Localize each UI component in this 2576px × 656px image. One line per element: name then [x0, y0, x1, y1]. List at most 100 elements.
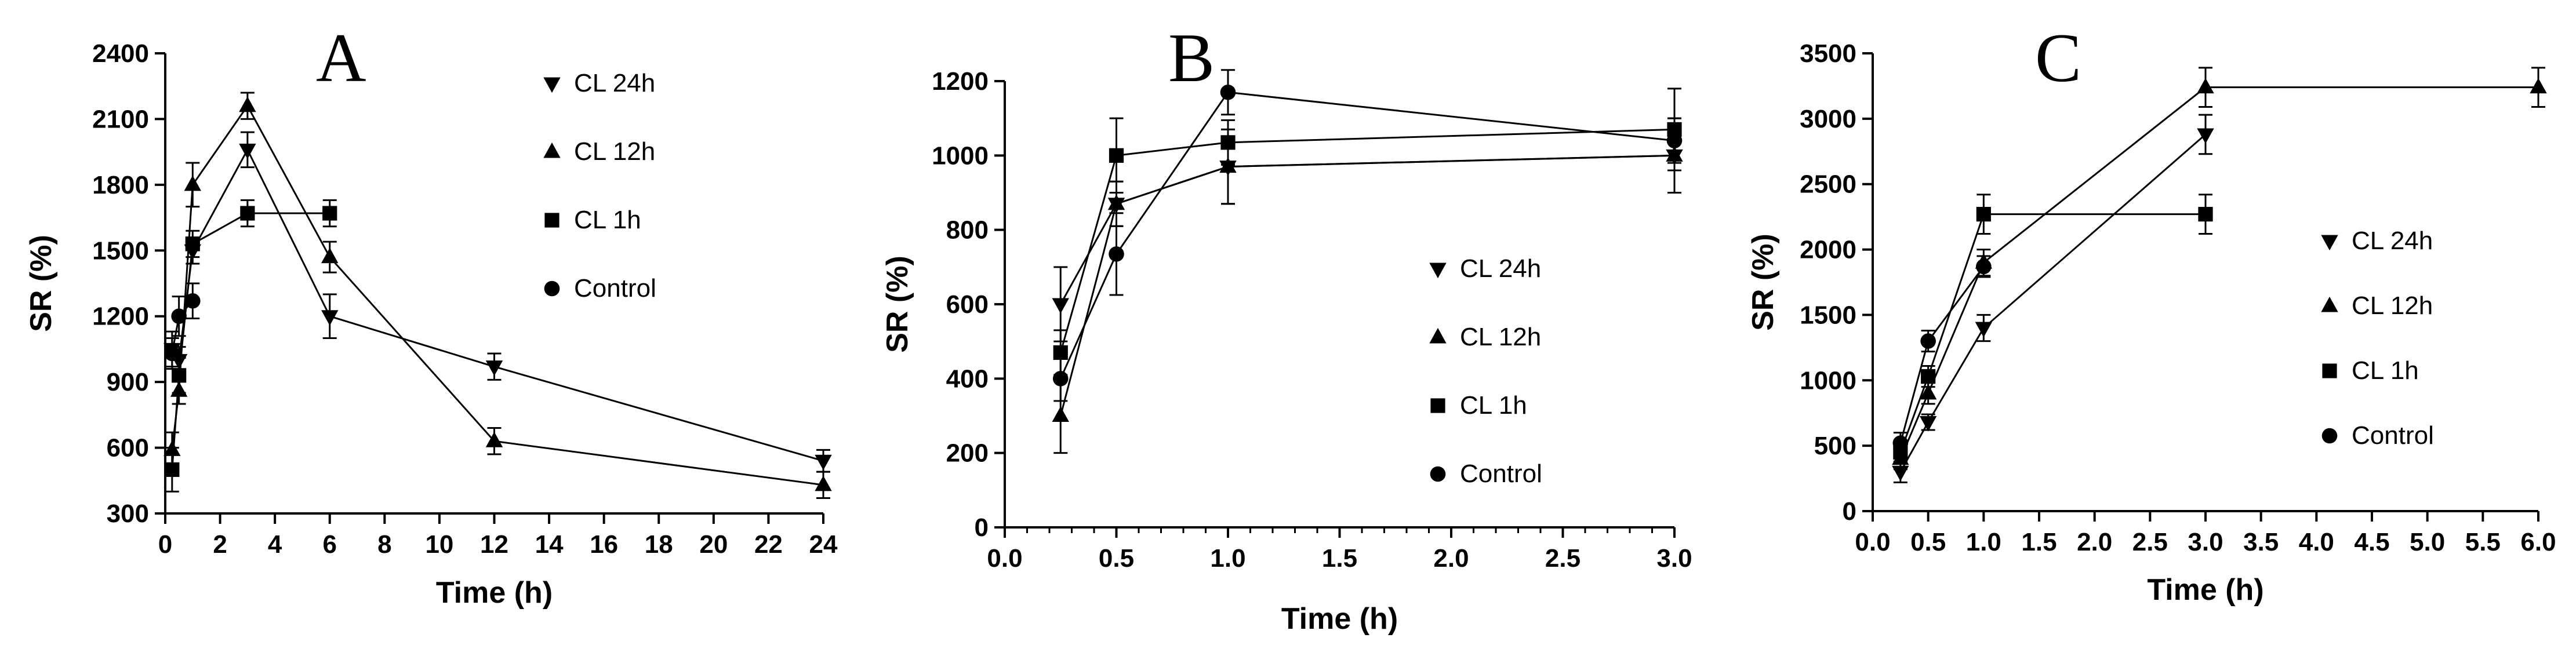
y-tick-label: 900: [107, 368, 149, 396]
x-tick-label: 4.5: [2354, 528, 2389, 556]
data-point: [2198, 207, 2213, 222]
y-tick-label: 1200: [92, 303, 149, 331]
data-point: [239, 96, 256, 112]
panel-label: B: [1168, 19, 1215, 96]
y-tick-label: 1200: [932, 67, 989, 96]
legend-label: Control: [2352, 421, 2434, 450]
legend-label: CL 12h: [1460, 323, 1541, 351]
x-tick-label: 1.5: [2021, 528, 2057, 556]
x-tick-label: 24: [809, 530, 838, 559]
series-circle: [164, 282, 201, 370]
data-point: [485, 432, 503, 447]
x-tick-label: 2.0: [2077, 528, 2112, 556]
data-point: [171, 308, 187, 325]
legend-marker: [2321, 235, 2338, 251]
legend-label: Control: [1460, 460, 1542, 488]
y-tick-label: 2100: [92, 105, 149, 133]
legend-marker: [2321, 296, 2338, 312]
x-tick-label: 8: [377, 530, 391, 559]
series-circle: [1892, 255, 1992, 455]
data-point: [185, 236, 200, 252]
data-point: [1921, 369, 1936, 384]
series-triangle-down: [164, 131, 832, 473]
x-tick-label: 18: [645, 530, 673, 559]
data-point: [322, 206, 337, 221]
x-axis-title: Time (h): [436, 576, 553, 610]
series-line: [171, 148, 824, 462]
x-tick-label: 5.0: [2410, 528, 2445, 556]
x-tick-label: 0.5: [1099, 544, 1134, 573]
data-point: [240, 206, 255, 221]
data-point: [1107, 194, 1125, 210]
y-tick-label: 3500: [1800, 39, 1856, 68]
data-point: [239, 143, 256, 159]
x-tick-label: 2.5: [2132, 528, 2168, 556]
panel-b: B 0.0 0.5 1.0 1.5 2.0 2.5 3.0 0 200 400 600 800 1000 1…: [881, 19, 1692, 636]
legend-label: CL 12h: [2352, 291, 2433, 320]
x-tick-label: 0.0: [987, 544, 1022, 573]
data-point: [1052, 371, 1069, 387]
data-point: [2197, 78, 2214, 94]
legend-label: CL 24h: [1460, 254, 1541, 283]
legend-marker: [544, 280, 560, 297]
legend-label: CL 24h: [2352, 227, 2433, 255]
x-tick-label: 4: [268, 530, 282, 559]
panel-c: C 0.0 0.5 1.0 1.5 2.0 2.5 3.0 3.5 4.0 4.5 5.0 5.5 6.0…: [1746, 19, 2556, 607]
data-point: [815, 475, 832, 491]
y-axis-title: SR (%): [1746, 234, 1780, 331]
x-tick-label: 14: [535, 530, 564, 559]
y-tick-label: 1500: [92, 236, 149, 265]
legend-marker: [1429, 263, 1447, 279]
y-tick-label: 600: [107, 434, 149, 462]
y-tick-label: 300: [107, 500, 149, 528]
y-axis-title: SR (%): [881, 256, 914, 353]
y-tick-label: 3000: [1800, 105, 1856, 133]
x-tick-label: 20: [699, 530, 728, 559]
data-point: [1666, 133, 1683, 148]
y-tick-label: 1000: [932, 141, 989, 170]
data-point: [1976, 207, 1991, 222]
data-point: [165, 462, 180, 477]
x-tick-label: 6.0: [2520, 528, 2556, 556]
x-tick-label: 0: [158, 530, 172, 559]
legend-marker: [543, 77, 561, 93]
x-tick-label: 2.0: [1433, 544, 1469, 573]
y-tick-label: 400: [946, 365, 989, 393]
series-line: [1059, 91, 1675, 379]
legend-marker: [1429, 327, 1447, 344]
x-tick-label: 2: [213, 530, 227, 559]
legend-marker: [543, 142, 561, 158]
x-axis-title: Time (h): [2147, 573, 2263, 607]
legend-marker: [544, 213, 559, 228]
data-point: [1975, 322, 1993, 338]
x-tick-label: 16: [590, 530, 618, 559]
series-triangle-up: [164, 92, 832, 500]
x-tick-label: 4.0: [2299, 528, 2334, 556]
x-tick-label: 3.0: [1656, 544, 1692, 573]
data-point: [321, 247, 339, 264]
panel-a: A0 2 4 6 8 10 12 14 16 18 20 22 24300600900120015001…: [24, 19, 838, 610]
legend: CL 24h CL 12h CL 1h Control: [1429, 254, 1542, 488]
data-point: [184, 293, 201, 309]
x-tick-label: 22: [754, 530, 783, 559]
legend-marker: [1430, 398, 1445, 413]
y-tick-label: 2000: [1800, 236, 1856, 264]
x-tick-label: 1.0: [1210, 544, 1245, 573]
data-point: [1052, 406, 1069, 422]
y-tick-label: 1500: [1800, 301, 1856, 329]
y-tick-label: 800: [946, 216, 989, 245]
data-point: [172, 368, 187, 383]
legend-marker: [2322, 363, 2337, 378]
data-point: [1109, 148, 1124, 163]
y-tick-label: 1000: [1800, 366, 1856, 395]
data-point: [164, 345, 180, 362]
x-tick-label: 12: [480, 530, 508, 559]
series-square: [1893, 194, 2213, 464]
legend-label: CL 12h: [574, 137, 655, 166]
x-tick-label: 3.5: [2243, 528, 2279, 556]
y-axis-title: SR (%): [24, 235, 58, 332]
series-line: [1899, 133, 2206, 473]
data-point: [1052, 298, 1069, 314]
x-tick-label: 2.5: [1545, 544, 1581, 573]
